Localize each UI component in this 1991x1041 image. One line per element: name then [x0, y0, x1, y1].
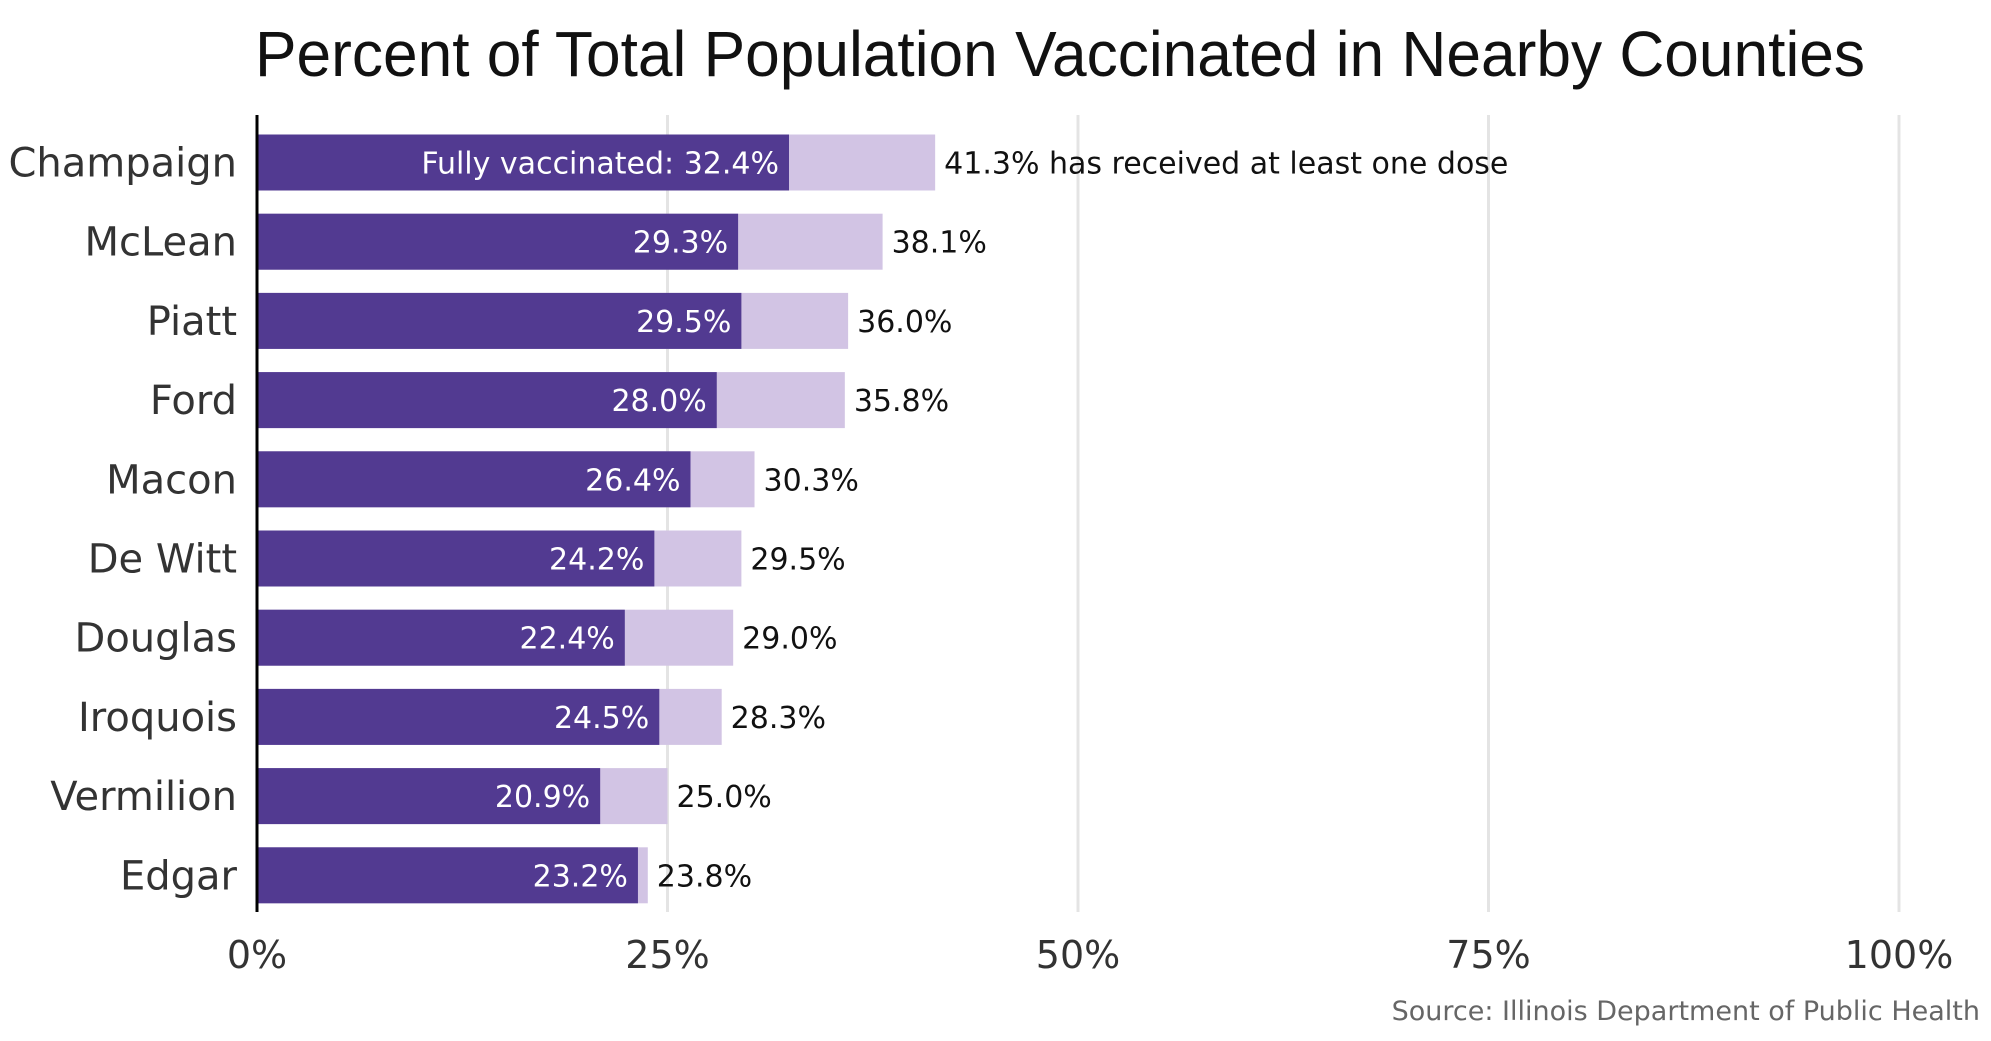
- bar-fully-vaccinated: [257, 768, 601, 825]
- chart-title: Percent of Total Population Vaccinated i…: [255, 18, 1865, 90]
- county-label: Vermilion: [50, 774, 237, 820]
- x-tick-label: 75%: [1446, 933, 1530, 977]
- bar-fully-vaccinated: [257, 372, 717, 429]
- county-label: De Witt: [88, 537, 237, 583]
- x-tick-label: 0%: [227, 933, 287, 977]
- county-label: Champaign: [8, 141, 237, 187]
- label-at-least-one-dose: 23.8%: [657, 859, 752, 894]
- label-fully-vaccinated: 24.5%: [554, 701, 649, 736]
- x-tick-label: 50%: [1036, 933, 1120, 977]
- x-tick-label: 25%: [625, 933, 709, 977]
- source-note: Source: Illinois Department of Public He…: [1392, 996, 1980, 1027]
- label-fully-vaccinated: Fully vaccinated: 32.4%: [421, 147, 779, 182]
- label-at-least-one-dose: 28.3%: [731, 701, 826, 736]
- category-labels: Champaign McLean Piatt Ford Macon De Witt Doug…: [8, 141, 237, 900]
- label-at-least-one-dose: 41.3% has received at least one dose: [944, 147, 1508, 182]
- label-at-least-one-dose: 29.0%: [742, 622, 837, 657]
- label-fully-vaccinated: 26.4%: [585, 463, 680, 498]
- county-label: Edgar: [120, 853, 238, 899]
- label-fully-vaccinated: 23.2%: [533, 859, 628, 894]
- county-label: Macon: [106, 457, 237, 503]
- label-at-least-one-dose: 36.0%: [857, 305, 952, 340]
- label-fully-vaccinated: 28.0%: [611, 384, 706, 419]
- bar-fully-vaccinated: [257, 213, 739, 270]
- county-label: Douglas: [75, 616, 237, 662]
- label-at-least-one-dose: 35.8%: [854, 384, 949, 419]
- county-label: Iroquois: [78, 695, 237, 741]
- bars: [257, 134, 936, 904]
- label-fully-vaccinated: 24.2%: [549, 543, 644, 578]
- bar-fully-vaccinated: [257, 688, 660, 745]
- label-at-least-one-dose: 38.1%: [892, 226, 987, 261]
- county-label: Ford: [150, 378, 237, 424]
- bar-fully-vaccinated: [257, 609, 625, 666]
- bar-fully-vaccinated: [257, 530, 655, 587]
- x-axis-tick-labels: 0% 25% 50% 75% 100%: [227, 933, 1953, 977]
- bar-fully-vaccinated: [257, 134, 790, 191]
- bar-fully-vaccinated: [257, 847, 638, 904]
- label-fully-vaccinated: 29.5%: [636, 305, 731, 340]
- label-fully-vaccinated: 20.9%: [495, 780, 590, 815]
- label-at-least-one-dose: 25.0%: [677, 780, 772, 815]
- bar-fully-vaccinated: [257, 451, 691, 508]
- x-tick-label: 100%: [1845, 933, 1954, 977]
- bar-fully-vaccinated: [257, 292, 742, 349]
- county-label: Piatt: [147, 299, 237, 345]
- label-fully-vaccinated: 29.3%: [633, 226, 728, 261]
- label-fully-vaccinated: 22.4%: [519, 622, 614, 657]
- county-label: McLean: [84, 220, 237, 266]
- data-labels: Fully vaccinated: 32.4% 41.3% has receive…: [421, 147, 1508, 895]
- label-at-least-one-dose: 29.5%: [750, 543, 845, 578]
- label-at-least-one-dose: 30.3%: [764, 463, 859, 498]
